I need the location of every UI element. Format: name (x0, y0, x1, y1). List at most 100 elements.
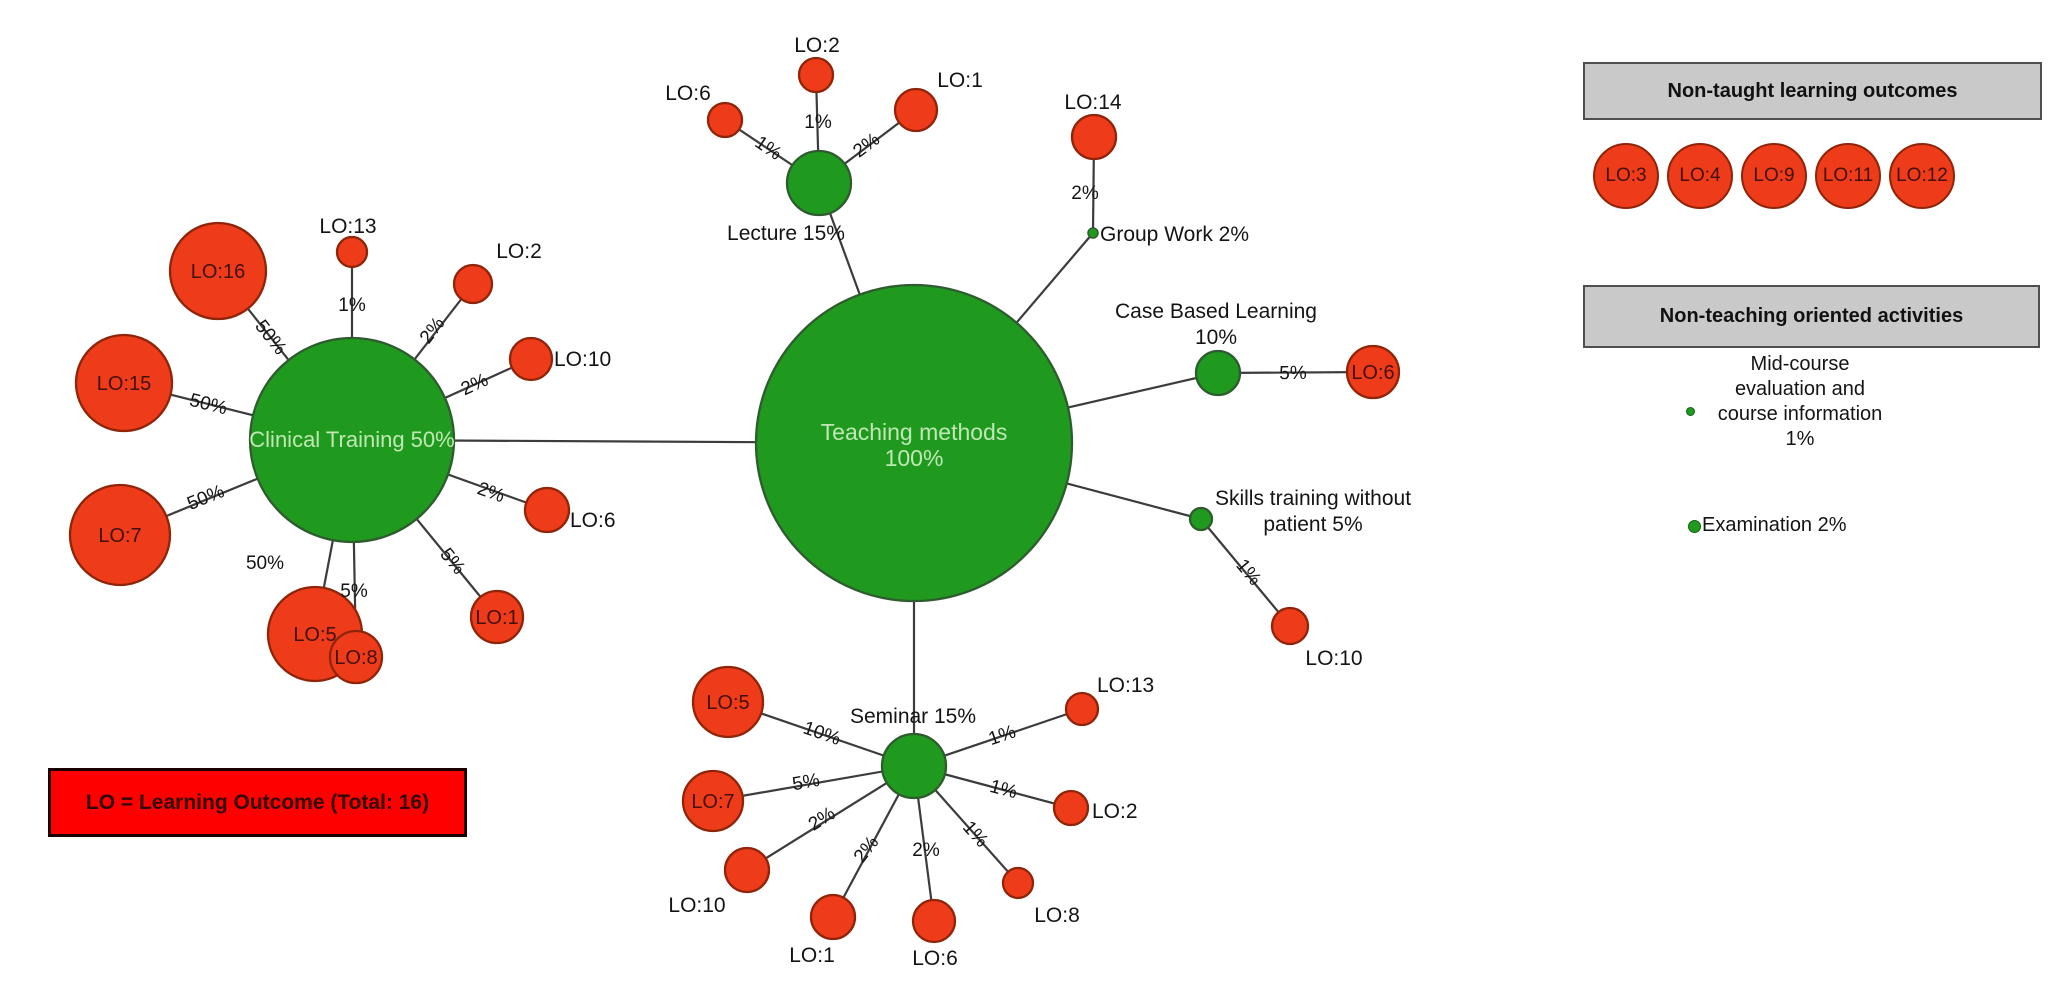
legend-outcome-lo12: LO:12 (1889, 143, 1955, 209)
node-label-cbl: 10% (1195, 326, 1237, 349)
node-label-c16: LO:16 (191, 261, 245, 283)
node-se7 (681, 769, 745, 833)
link-label-clinical-c8: 5% (340, 581, 368, 602)
node-clinical (248, 336, 456, 544)
node-label-se10: LO:10 (668, 894, 725, 917)
link-label-seminar-se7: 5% (791, 770, 822, 795)
node-se5 (691, 665, 765, 739)
link-label-lecture-l2: 1% (804, 112, 832, 133)
node-label-se2: LO:2 (1092, 800, 1138, 823)
link-label-clinical-c13: 1% (338, 295, 366, 316)
legend-non-taught-circles: LO:3 LO:4 LO:9 LO:11 LO:12 (1593, 143, 1955, 209)
link-label-clinical-c16: 50% (250, 316, 290, 359)
node-l2 (797, 56, 835, 94)
midcourse-line-1: Mid-course (1750, 353, 1850, 375)
note-text: LO = Learning Outcome (Total: 16) (85, 791, 430, 814)
node-label-g14: LO:14 (1064, 91, 1122, 114)
node-label-c7: LO:7 (98, 525, 141, 547)
legend-outcome-lo9: LO:9 (1741, 143, 1807, 209)
link-seminar-se7 (712, 764, 915, 803)
node-label-clinical: Clinical Training 50% (249, 427, 454, 452)
node-label-s10: LO:10 (1305, 647, 1362, 670)
node-se2 (1052, 789, 1090, 827)
link-skills-s10 (1200, 518, 1291, 627)
node-c1 (469, 589, 525, 645)
node-seminar (880, 732, 948, 800)
node-label-se8: LO:8 (1034, 904, 1080, 927)
node-s10 (1270, 606, 1310, 646)
node-cb6 (1345, 344, 1401, 400)
node-label-seminar: Seminar 15% (850, 705, 976, 728)
node-l6 (706, 101, 744, 139)
node-label-cbl: Case Based Learning (1115, 300, 1317, 323)
node-label-c10: LO:10 (554, 348, 611, 371)
examination-label: Examination 2% (1702, 514, 1847, 536)
node-l1 (893, 87, 939, 133)
legend-outcome-lo4: LO:4 (1667, 143, 1733, 209)
legend-outcome-label: LO:9 (1753, 165, 1795, 186)
legend-outcome-label: LO:4 (1679, 165, 1721, 186)
node-label-tm: Teaching methods (821, 419, 1008, 445)
link-label-seminar-se2: 1% (987, 776, 1019, 803)
legend-non-teaching-title: Non-teaching oriented activities (1659, 305, 1964, 327)
node-label-tm: 100% (885, 445, 944, 471)
node-label-se13: LO:13 (1097, 674, 1154, 697)
node-groupwork (1087, 227, 1099, 239)
node-label-skills: Skills training without (1215, 487, 1411, 510)
legend-outcome-label: LO:12 (1896, 165, 1948, 186)
node-label-c6: LO:6 (570, 509, 616, 532)
node-skills (1188, 506, 1214, 532)
midcourse-label: Mid-course evaluation and course informa… (1705, 352, 1895, 452)
node-tm (754, 283, 1074, 603)
node-se8 (1001, 866, 1035, 900)
examination-dot (1688, 520, 1701, 533)
node-label-l1: LO:1 (937, 69, 983, 92)
node-c2 (452, 263, 494, 305)
node-c13 (335, 235, 369, 269)
node-label-se5: LO:5 (706, 692, 749, 714)
node-label-groupwork: Group Work 2% (1100, 223, 1249, 246)
link-label-clinical-c5: 50% (246, 553, 284, 574)
midcourse-line-2: evaluation and (1734, 378, 1866, 400)
legend-outcome-lo11: LO:11 (1815, 143, 1881, 209)
node-label-c8: LO:8 (334, 647, 377, 669)
note-box: LO = Learning Outcome (Total: 16) (48, 768, 467, 837)
node-c10 (508, 336, 554, 382)
node-label-c15: LO:15 (97, 373, 151, 395)
node-label-l2: LO:2 (794, 34, 840, 57)
node-label-cb6: LO:6 (1351, 362, 1394, 384)
node-c15 (74, 333, 174, 433)
link-label-clinical-c6: 2% (474, 478, 507, 507)
node-label-se7: LO:7 (691, 791, 734, 813)
node-se10 (723, 846, 771, 894)
node-label-c2: LO:2 (496, 240, 542, 263)
link-label-cbl-cb6: 5% (1279, 363, 1307, 384)
legend-outcome-lo3: LO:3 (1593, 143, 1659, 209)
node-c6 (523, 486, 571, 534)
legend-non-taught-header: Non-taught learning outcomes (1583, 62, 2042, 120)
midcourse-dot (1686, 407, 1695, 416)
node-g14 (1070, 113, 1118, 161)
node-label-lecture: Lecture 15% (727, 222, 845, 245)
node-cbl (1194, 349, 1242, 397)
legend-outcome-label: LO:3 (1605, 165, 1647, 186)
link-label-seminar-se13: 1% (986, 721, 1019, 750)
link-label-clinical-c7: 50% (184, 481, 227, 515)
node-c16 (168, 221, 268, 321)
link-label-clinical-c15: 50% (187, 390, 229, 420)
link-label-seminar-se5: 10% (800, 718, 843, 750)
midcourse-line-3: course information (1717, 403, 1883, 425)
node-label-c1: LO:1 (475, 607, 518, 629)
link-label-seminar-se6: 2% (912, 840, 940, 861)
link-label-clinical-c2: 2% (416, 313, 450, 348)
node-c8 (328, 629, 384, 685)
link-label-seminar-se1: 2% (850, 832, 884, 867)
link-label-lecture-l6: 1% (751, 132, 786, 165)
node-label-skills: patient 5% (1263, 513, 1362, 536)
node-label-l6: LO:6 (665, 82, 711, 105)
node-lecture (785, 149, 853, 217)
node-label-c13: LO:13 (319, 215, 376, 238)
node-c7 (68, 483, 172, 587)
